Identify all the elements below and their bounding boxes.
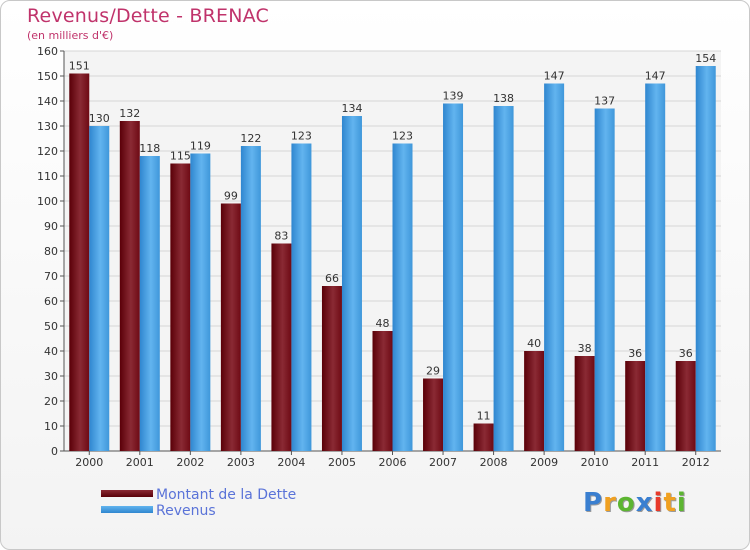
chart-title: Revenus/Dette - BRENAC (27, 5, 269, 27)
legend-label-dette: Montant de la Dette (156, 487, 297, 503)
y-tick-label: 10 (44, 420, 58, 433)
bar-dette (574, 356, 595, 451)
data-label: 147 (544, 70, 565, 83)
logo-letter: i (676, 488, 687, 518)
bar-dette (271, 243, 292, 451)
bar-dette (625, 361, 646, 451)
x-tick-label: 2004 (277, 456, 305, 469)
logo-letter: t (663, 488, 677, 518)
bar-revenus (695, 66, 716, 451)
bar-revenus (89, 126, 110, 451)
y-tick-label: 140 (37, 95, 58, 108)
bar-revenus (594, 108, 615, 451)
x-tick-label: 2005 (328, 456, 356, 469)
bar-revenus (139, 156, 160, 451)
data-label: 29 (426, 365, 440, 378)
data-label: 130 (89, 112, 110, 125)
bar-dette (524, 351, 545, 451)
y-tick-label: 70 (44, 270, 58, 283)
data-label: 138 (493, 92, 514, 105)
bar-dette (321, 286, 342, 451)
y-tick-label: 0 (51, 445, 58, 458)
data-label: 48 (376, 317, 390, 330)
data-label: 137 (594, 95, 615, 108)
y-tick-label: 120 (37, 145, 58, 158)
data-label: 115 (170, 150, 191, 163)
x-tick-label: 2012 (682, 456, 710, 469)
logo-letter: x (635, 488, 654, 518)
bar-dette (372, 331, 393, 451)
legend-label-revenus: Revenus (156, 503, 216, 519)
y-tick-label: 100 (37, 195, 58, 208)
data-label: 147 (645, 70, 666, 83)
data-label: 134 (341, 102, 362, 115)
bar-revenus (240, 146, 261, 451)
data-label: 36 (628, 347, 642, 360)
data-label: 38 (578, 342, 592, 355)
chart-subtitle: (en milliers d'€) (27, 29, 114, 42)
y-tick-label: 150 (37, 70, 58, 83)
x-tick-label: 2006 (379, 456, 407, 469)
data-label: 83 (274, 230, 288, 243)
y-tick-label: 60 (44, 295, 58, 308)
y-tick-label: 80 (44, 245, 58, 258)
data-label: 40 (527, 337, 541, 350)
bar-dette (675, 361, 696, 451)
y-tick-label: 20 (44, 395, 58, 408)
x-tick-label: 2009 (530, 456, 558, 469)
bar-revenus (493, 106, 514, 451)
data-label: 122 (240, 132, 261, 145)
bar-dette (423, 378, 444, 451)
data-label: 154 (695, 52, 716, 65)
data-label: 123 (291, 130, 312, 143)
x-tick-label: 2002 (176, 456, 204, 469)
bar-dette (69, 73, 90, 451)
y-tick-label: 50 (44, 320, 58, 333)
proxiti-logo: Proxiti (583, 488, 687, 518)
bar-revenus (291, 143, 312, 451)
bar-dette (119, 121, 140, 451)
bar-revenus (645, 83, 666, 451)
legend-swatch-dette (101, 490, 153, 497)
x-tick-label: 2010 (581, 456, 609, 469)
bar-revenus (392, 143, 413, 451)
data-label: 66 (325, 272, 339, 285)
data-label: 118 (139, 142, 160, 155)
bar-revenus (443, 103, 464, 451)
logo-letter: o (616, 488, 636, 518)
logo-letter: i (653, 488, 664, 518)
y-tick-label: 160 (37, 45, 58, 58)
data-label: 139 (443, 90, 464, 103)
y-tick-label: 90 (44, 220, 58, 233)
logo-letter: r (603, 488, 617, 518)
data-label: 119 (190, 140, 211, 153)
bar-revenus (544, 83, 565, 451)
bar-dette (473, 423, 494, 451)
y-tick-label: 30 (44, 370, 58, 383)
bar-dette (170, 163, 191, 451)
x-tick-label: 2003 (227, 456, 255, 469)
x-tick-label: 2000 (75, 456, 103, 469)
bar-revenus (341, 116, 362, 451)
data-label: 36 (679, 347, 693, 360)
data-label: 151 (69, 60, 90, 73)
data-label: 99 (224, 190, 238, 203)
data-label: 132 (119, 107, 140, 120)
x-tick-label: 2011 (631, 456, 659, 469)
bar-dette (220, 203, 241, 451)
y-tick-label: 130 (37, 120, 58, 133)
logo-letter: P (583, 488, 604, 518)
x-tick-label: 2008 (480, 456, 508, 469)
data-label: 11 (477, 410, 491, 423)
bar-revenus (190, 153, 211, 451)
x-tick-label: 2001 (126, 456, 154, 469)
x-tick-label: 2007 (429, 456, 457, 469)
legend-swatch-revenus (101, 506, 153, 513)
data-label: 123 (392, 130, 413, 143)
y-tick-label: 110 (37, 170, 58, 183)
y-tick-label: 40 (44, 345, 58, 358)
